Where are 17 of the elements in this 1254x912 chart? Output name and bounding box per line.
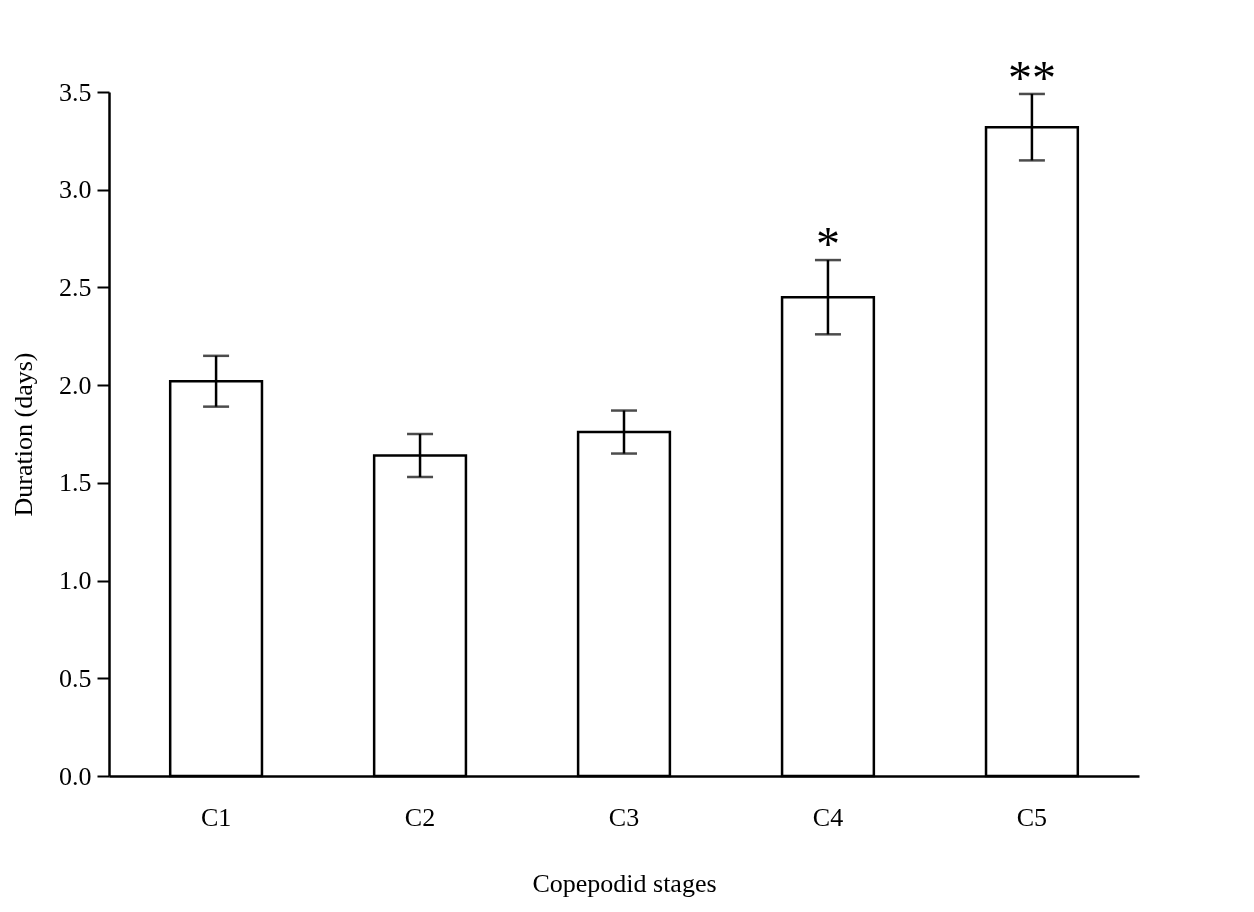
y-tick-label: 1.0 (59, 566, 92, 596)
y-tick-label: 2.5 (59, 272, 92, 302)
x-tick-label: C2 (404, 802, 436, 832)
annotation: * (815, 217, 840, 271)
y-tick-label: 0.0 (59, 761, 92, 791)
y-tick-label: 2.0 (59, 370, 92, 400)
x-tick-label: C5 (1016, 802, 1048, 832)
x-tick-label: C4 (812, 802, 844, 832)
y-tick-label: 1.5 (59, 468, 92, 498)
annotation: ** (1007, 50, 1056, 104)
y-tick-label: 3.5 (59, 77, 92, 107)
x-tick-label: C3 (608, 802, 640, 832)
x-tick-label: C1 (200, 802, 232, 832)
y-axis-title: Duration (days) (9, 352, 38, 517)
y-tick-label: 3.0 (59, 175, 92, 205)
y-tick-label: 0.5 (59, 663, 92, 693)
x-axis-title: Copepodid stages (532, 868, 717, 898)
